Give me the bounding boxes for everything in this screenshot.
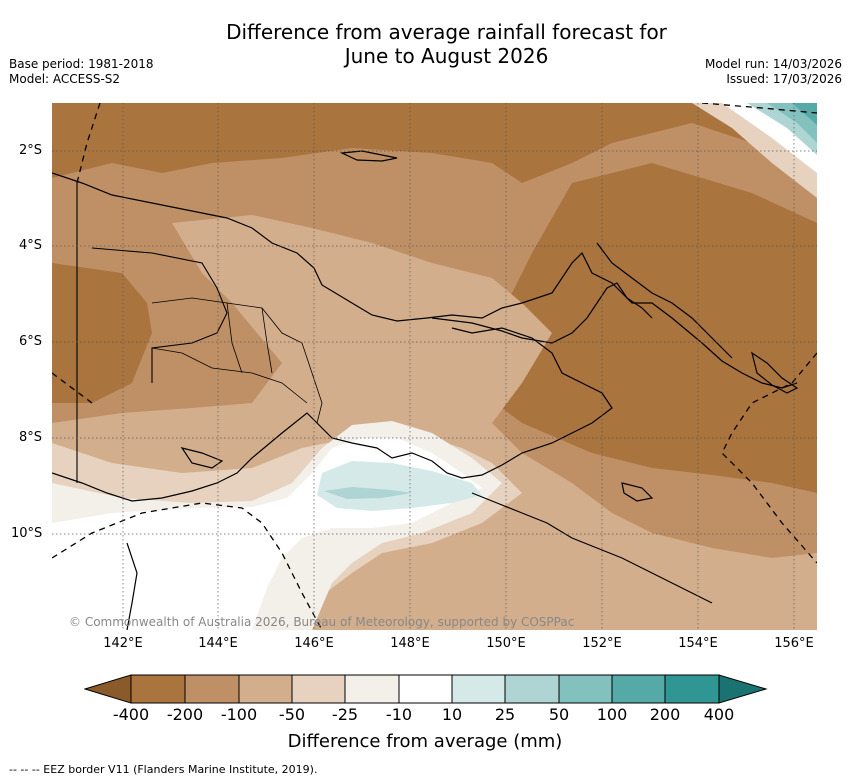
eez-footnote: -- -- -- EEZ border V11 (Flanders Marine… bbox=[9, 763, 318, 776]
title-line-1: Difference from average rainfall forecas… bbox=[226, 20, 667, 44]
issued-date: Issued: 17/03/2026 bbox=[726, 72, 842, 86]
coast-louisiade bbox=[471, 492, 713, 604]
model-name: Model: ACCESS-S2 bbox=[9, 72, 121, 86]
lat-label-8s: 8°S bbox=[19, 430, 43, 445]
meta-left: Base period: 1981-2018 Model: ACCESS-S2 bbox=[9, 57, 154, 87]
lat-label-10s: 10°S bbox=[11, 526, 43, 541]
eez-east bbox=[721, 352, 817, 564]
coast-fly-delta bbox=[180, 447, 224, 469]
province-line-3 bbox=[226, 302, 243, 374]
colorbar-tick: -25 bbox=[331, 705, 359, 724]
colorbar-tick: 25 bbox=[494, 705, 516, 724]
border-png-indonesia bbox=[76, 181, 228, 483]
coast-bougainville bbox=[751, 351, 799, 394]
colorbar-tick: 10 bbox=[441, 705, 463, 724]
colorbar-bin-11 bbox=[664, 674, 720, 704]
lat-label-2s: 2°S bbox=[19, 143, 43, 158]
province-line-2 bbox=[151, 347, 308, 404]
lon-label-146e: 146°E bbox=[294, 636, 334, 651]
copyright-notice: © Commonwealth of Australia 2026, Bureau… bbox=[69, 615, 575, 629]
band-wet-medium bbox=[324, 487, 412, 499]
colorbar-bin-6 bbox=[398, 674, 453, 704]
eez-north-west bbox=[76, 103, 101, 184]
graticule bbox=[52, 103, 817, 630]
band-north-dark bbox=[52, 103, 817, 183]
colorbar-tick: -100 bbox=[220, 705, 258, 724]
colorbar-tick: -50 bbox=[278, 705, 306, 724]
rainfall-map bbox=[52, 103, 817, 630]
base-period: Base period: 1981-2018 bbox=[9, 57, 154, 71]
province-line-4 bbox=[261, 307, 273, 374]
lat-label-6s: 6°S bbox=[19, 334, 43, 349]
lon-label-148e: 148°E bbox=[390, 636, 430, 651]
eez-south bbox=[52, 502, 323, 630]
colorbar-tick: 200 bbox=[649, 705, 681, 724]
coast-new-britain bbox=[431, 282, 653, 344]
colorbar-bin-7 bbox=[451, 674, 506, 704]
colorbar-tick: 50 bbox=[548, 705, 570, 724]
colorbar-bin-1 bbox=[130, 674, 186, 704]
eez-borders bbox=[52, 103, 817, 630]
eez-west-south bbox=[52, 372, 93, 404]
colorbar-bin-5 bbox=[344, 674, 400, 704]
colorbar-tick: 100 bbox=[596, 705, 628, 724]
coastlines bbox=[52, 150, 799, 630]
colorbar-bin-2 bbox=[184, 674, 240, 704]
band-east-dark bbox=[472, 163, 817, 493]
band-ne-teal-3 bbox=[792, 103, 817, 125]
colorbar-bin-9 bbox=[558, 674, 613, 704]
eez-north-east bbox=[701, 103, 817, 114]
lon-label-150e: 150°E bbox=[486, 636, 526, 651]
colorbar-bin-3 bbox=[238, 674, 293, 704]
colorbar-tick: -400 bbox=[112, 705, 150, 724]
lon-label-154e: 154°E bbox=[678, 636, 718, 651]
colorbar-tick: -10 bbox=[385, 705, 413, 724]
colorbar-bin-10 bbox=[611, 674, 666, 704]
colorbar-label: Difference from average (mm) bbox=[287, 731, 563, 752]
coast-d-entrecasteaux bbox=[621, 482, 654, 502]
colorbar-tick: 400 bbox=[703, 705, 735, 724]
coast-new-guinea-north bbox=[52, 172, 798, 389]
coast-new-guinea-south bbox=[52, 327, 613, 502]
lon-label-156e: 156°E bbox=[774, 636, 814, 651]
colorbar-high-extension bbox=[718, 674, 768, 704]
province-line-1 bbox=[151, 297, 323, 424]
coast-manus bbox=[339, 150, 398, 162]
colorbar-low-extension bbox=[84, 674, 132, 704]
lon-label-144e: 144°E bbox=[198, 636, 238, 651]
lat-label-4s: 4°S bbox=[19, 238, 43, 253]
colorbar-bin-8 bbox=[504, 674, 560, 704]
coast-cape-york bbox=[126, 542, 138, 630]
colorbar-tick: -200 bbox=[166, 705, 204, 724]
provincial-boundaries bbox=[151, 297, 323, 424]
colorbar-bin-4 bbox=[291, 674, 346, 704]
lon-label-152e: 152°E bbox=[582, 636, 622, 651]
meta-right: Model run: 14/03/2026 Issued: 17/03/2026 bbox=[705, 57, 842, 87]
model-run: Model run: 14/03/2026 bbox=[704, 57, 842, 71]
colorbar bbox=[84, 674, 768, 704]
chart-title: Difference from average rainfall forecas… bbox=[0, 20, 850, 68]
lon-label-142e: 142°E bbox=[103, 636, 143, 651]
coast-new-ireland bbox=[596, 242, 733, 359]
title-line-2: June to August 2026 bbox=[344, 44, 549, 68]
